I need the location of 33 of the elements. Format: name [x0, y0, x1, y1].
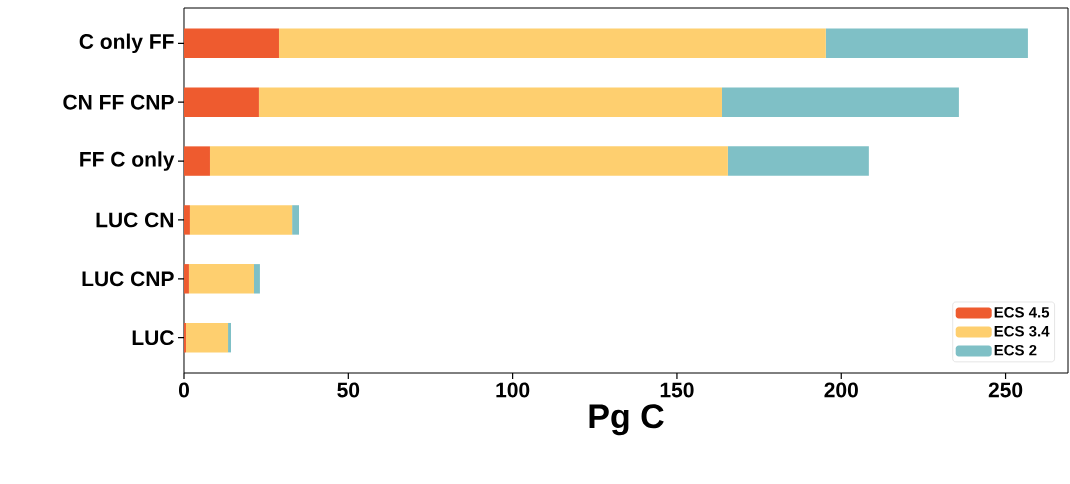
- bar: [188, 264, 254, 294]
- y-tick-label: FF C only: [80, 151, 175, 171]
- bar: [189, 205, 293, 235]
- x-tick-label: 0: [178, 382, 189, 398]
- x-tick-label: 100: [496, 382, 530, 398]
- legend-label: ECS 4.5: [994, 307, 1050, 318]
- bar: [228, 322, 231, 353]
- bar: [721, 87, 959, 117]
- bar: [258, 87, 722, 117]
- y-tick-label: LUC: [132, 330, 174, 346]
- legend-label: ECS 3.4: [994, 325, 1050, 337]
- x-tick-label: 150: [660, 382, 694, 398]
- bar: [184, 264, 189, 294]
- x-tick-label: 200: [824, 382, 858, 398]
- y-tick-label: C only FF: [79, 33, 174, 54]
- bar: [254, 264, 260, 294]
- bar: [184, 205, 190, 235]
- bar: [184, 28, 279, 59]
- bar: [825, 28, 1028, 59]
- bar: [209, 146, 728, 176]
- legend-label: ECS 2: [994, 344, 1037, 356]
- bar: [184, 87, 259, 117]
- bar: [184, 146, 210, 176]
- bar: [292, 205, 300, 235]
- y-tick-label: LUC CN: [96, 212, 174, 228]
- x-tick-label: 250: [988, 382, 1023, 398]
- y-tick-label: CN FF CNP: [63, 94, 174, 110]
- x-axis-title: Pg C: [589, 404, 664, 436]
- bar: [727, 146, 869, 176]
- bar: [185, 322, 229, 353]
- x-tick-label: 50: [337, 382, 360, 398]
- y-tick-label: LUC CNP: [82, 271, 174, 287]
- bar: [278, 28, 826, 59]
